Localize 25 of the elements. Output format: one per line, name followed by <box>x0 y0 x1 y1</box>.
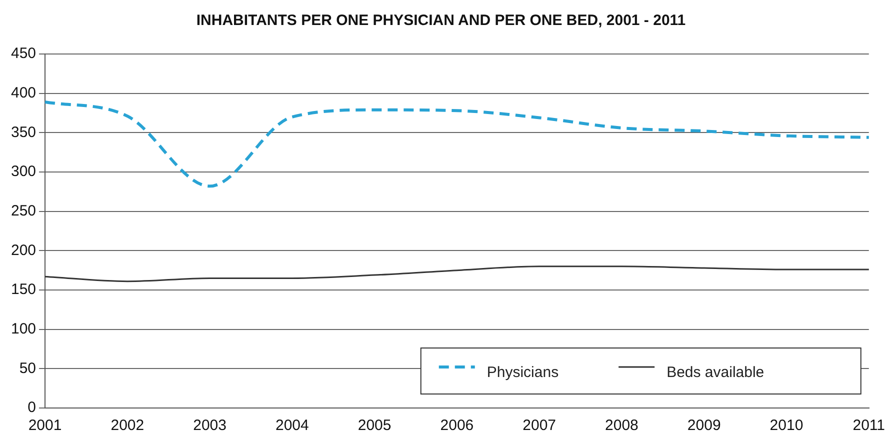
y-tick-label: 100 <box>10 320 36 338</box>
y-tick-label: 50 <box>19 360 36 377</box>
x-tick-label: 2006 <box>440 417 474 434</box>
y-tick-label: 0 <box>28 399 36 416</box>
y-tick-label: 400 <box>10 84 36 102</box>
x-tick-label: 2003 <box>193 417 226 434</box>
y-tick-label: 450 <box>10 45 36 62</box>
chart-title: INHABITANTS PER ONE PHYSICIAN AND PER ONE BED, 2001 - 2011 <box>196 12 686 30</box>
legend-label: Beds available <box>666 364 764 382</box>
y-tick-label: 300 <box>10 163 36 180</box>
x-tick-label: 2002 <box>110 417 144 434</box>
x-tick-label: 2007 <box>522 417 556 434</box>
x-tick-label: 2001 <box>28 417 62 434</box>
x-tick-label: 2011 <box>852 417 886 434</box>
x-tick-label: 2004 <box>275 417 309 434</box>
x-tick-label: 2008 <box>605 417 638 434</box>
legend-label: Physicians <box>486 364 559 382</box>
y-tick-label: 350 <box>10 124 36 141</box>
y-tick-label: 200 <box>10 242 36 259</box>
x-tick-label: 2010 <box>770 417 804 434</box>
x-tick-label: 2009 <box>687 417 721 434</box>
line-series <box>44 266 870 282</box>
y-tick-label: 250 <box>10 202 36 220</box>
y-tick-label: 150 <box>10 281 36 298</box>
x-tick-label: 2005 <box>358 417 392 434</box>
